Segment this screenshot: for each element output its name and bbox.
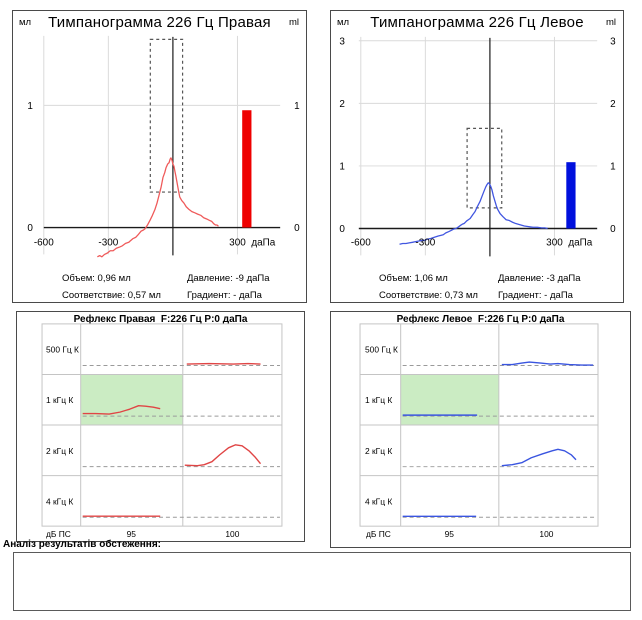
normative-box bbox=[149, 38, 184, 193]
x-tick-label: -600 bbox=[351, 237, 371, 248]
frequency-row-label: 2 кГц К bbox=[46, 446, 73, 456]
db-axis-label: дБ ПС bbox=[46, 529, 71, 539]
highlight-cell bbox=[80, 374, 183, 426]
frequency-row-label: 500 Гц К bbox=[365, 345, 398, 355]
reflex-trace bbox=[501, 448, 577, 467]
y-tick-label-right: 3 bbox=[610, 36, 616, 47]
y-tick-label-left: 2 bbox=[339, 99, 345, 110]
y-unit-right: ml bbox=[288, 17, 299, 28]
y-tick-label-left: 0 bbox=[27, 223, 33, 234]
ear-canal-volume-bar bbox=[242, 110, 252, 228]
tympanogram-left-chart: -600 -300 300 даПа 0 0 1 1 2 2 3 3 bbox=[339, 36, 616, 257]
reflex-right-panel: Рефлекс Правая F:226 Гц P:0 даПа 500 Гц … bbox=[16, 311, 305, 542]
stat-compliance: Соответствие: 0,73 мл bbox=[379, 290, 478, 301]
x-axis-unit-label: даПа bbox=[251, 237, 275, 248]
frequency-row-label: 1 кГц К bbox=[365, 395, 392, 405]
y-unit-left: мл bbox=[337, 17, 350, 28]
stat-gradient: Градиент: - даПа bbox=[498, 290, 573, 301]
y-tick-label-right: 1 bbox=[294, 101, 300, 112]
db-axis-label: дБ ПС bbox=[366, 529, 391, 539]
x-axis-unit-label: даПа bbox=[568, 237, 592, 248]
x-tick-label: 300 bbox=[229, 237, 246, 248]
level-tick-label: 95 bbox=[445, 529, 455, 539]
stat-volume: Объем: 1,06 мл bbox=[379, 273, 448, 284]
stat-compliance: Соответствие: 0,57 мл bbox=[62, 290, 161, 301]
y-tick-label-right: 0 bbox=[610, 224, 616, 235]
frequency-row-label: 2 кГц К bbox=[365, 446, 392, 456]
tympanogram-curve bbox=[97, 157, 219, 258]
reflex-left-chart: 500 Гц К 1 кГц К 2 кГц К 4 кГц К дБ ПС 95 100 bbox=[359, 323, 599, 539]
stat-gradient: Градиент: - даПа bbox=[187, 290, 262, 301]
analysis-textarea[interactable] bbox=[13, 552, 631, 611]
y-unit-left: мл bbox=[19, 17, 32, 28]
analysis-section-label: Аналіз результатів обстеження: bbox=[3, 539, 162, 550]
y-unit-right: ml bbox=[605, 17, 616, 28]
highlight-cell bbox=[400, 374, 499, 426]
stat-volume: Объем: 0,96 мл bbox=[62, 273, 131, 284]
x-tick-label: 300 bbox=[546, 237, 563, 248]
y-tick-label-left: 1 bbox=[27, 101, 33, 112]
reflex-trace bbox=[184, 444, 262, 467]
frequency-row-label: 4 кГц К bbox=[46, 496, 73, 506]
tympanogram-curve bbox=[399, 182, 548, 245]
y-tick-label-right: 0 bbox=[294, 223, 300, 234]
reflex-left-title: Рефлекс Левое F:226 Гц P:0 даПа bbox=[396, 314, 565, 325]
tympanogram-right-title: Тимпанограмма 226 Гц Правая bbox=[48, 14, 271, 31]
level-tick-label: 95 bbox=[127, 529, 137, 539]
x-tick-label: -300 bbox=[98, 237, 118, 248]
tympanogram-right-panel: мл Тимпанограмма 226 Гц Правая ml -600 -3… bbox=[12, 10, 307, 303]
reflex-left-panel: Рефлекс Левое F:226 Гц P:0 даПа 500 Гц К… bbox=[330, 311, 631, 548]
level-tick-label: 100 bbox=[539, 529, 553, 539]
reflex-trace bbox=[501, 361, 594, 366]
tympanogram-left-panel: мл Тимпанограмма 226 Гц Левое ml -600 -30… bbox=[330, 10, 624, 303]
normative-box bbox=[466, 127, 503, 209]
y-tick-label-right: 1 bbox=[610, 161, 616, 172]
frequency-row-label: 500 Гц К bbox=[46, 345, 79, 355]
tympanogram-right-chart: -600 -300 300 даПа 0 0 1 1 bbox=[27, 35, 300, 258]
y-tick-label-right: 2 bbox=[610, 99, 616, 110]
y-tick-label-left: 3 bbox=[339, 36, 345, 47]
reflex-right-chart: 500 Гц К 1 кГц К 2 кГц К 4 кГц К дБ ПС 95 100 bbox=[41, 323, 283, 539]
level-tick-label: 100 bbox=[225, 529, 239, 539]
x-tick-label: -300 bbox=[415, 237, 435, 248]
y-tick-label-left: 0 bbox=[339, 224, 345, 235]
x-tick-label: -600 bbox=[34, 237, 54, 248]
frequency-row-label: 1 кГц К bbox=[46, 395, 73, 405]
stat-pressure: Давление: -9 даПа bbox=[187, 273, 270, 284]
tympanogram-left-title: Тимпанограмма 226 Гц Левое bbox=[370, 14, 584, 31]
frequency-row-label: 4 кГц К bbox=[365, 496, 392, 506]
ear-canal-volume-bar bbox=[566, 162, 576, 229]
y-tick-label-left: 1 bbox=[339, 161, 345, 172]
reflex-right-title: Рефлекс Правая F:226 Гц P:0 даПа bbox=[73, 314, 248, 325]
stat-pressure: Давление: -3 даПа bbox=[498, 273, 581, 284]
reflex-trace bbox=[82, 404, 161, 415]
